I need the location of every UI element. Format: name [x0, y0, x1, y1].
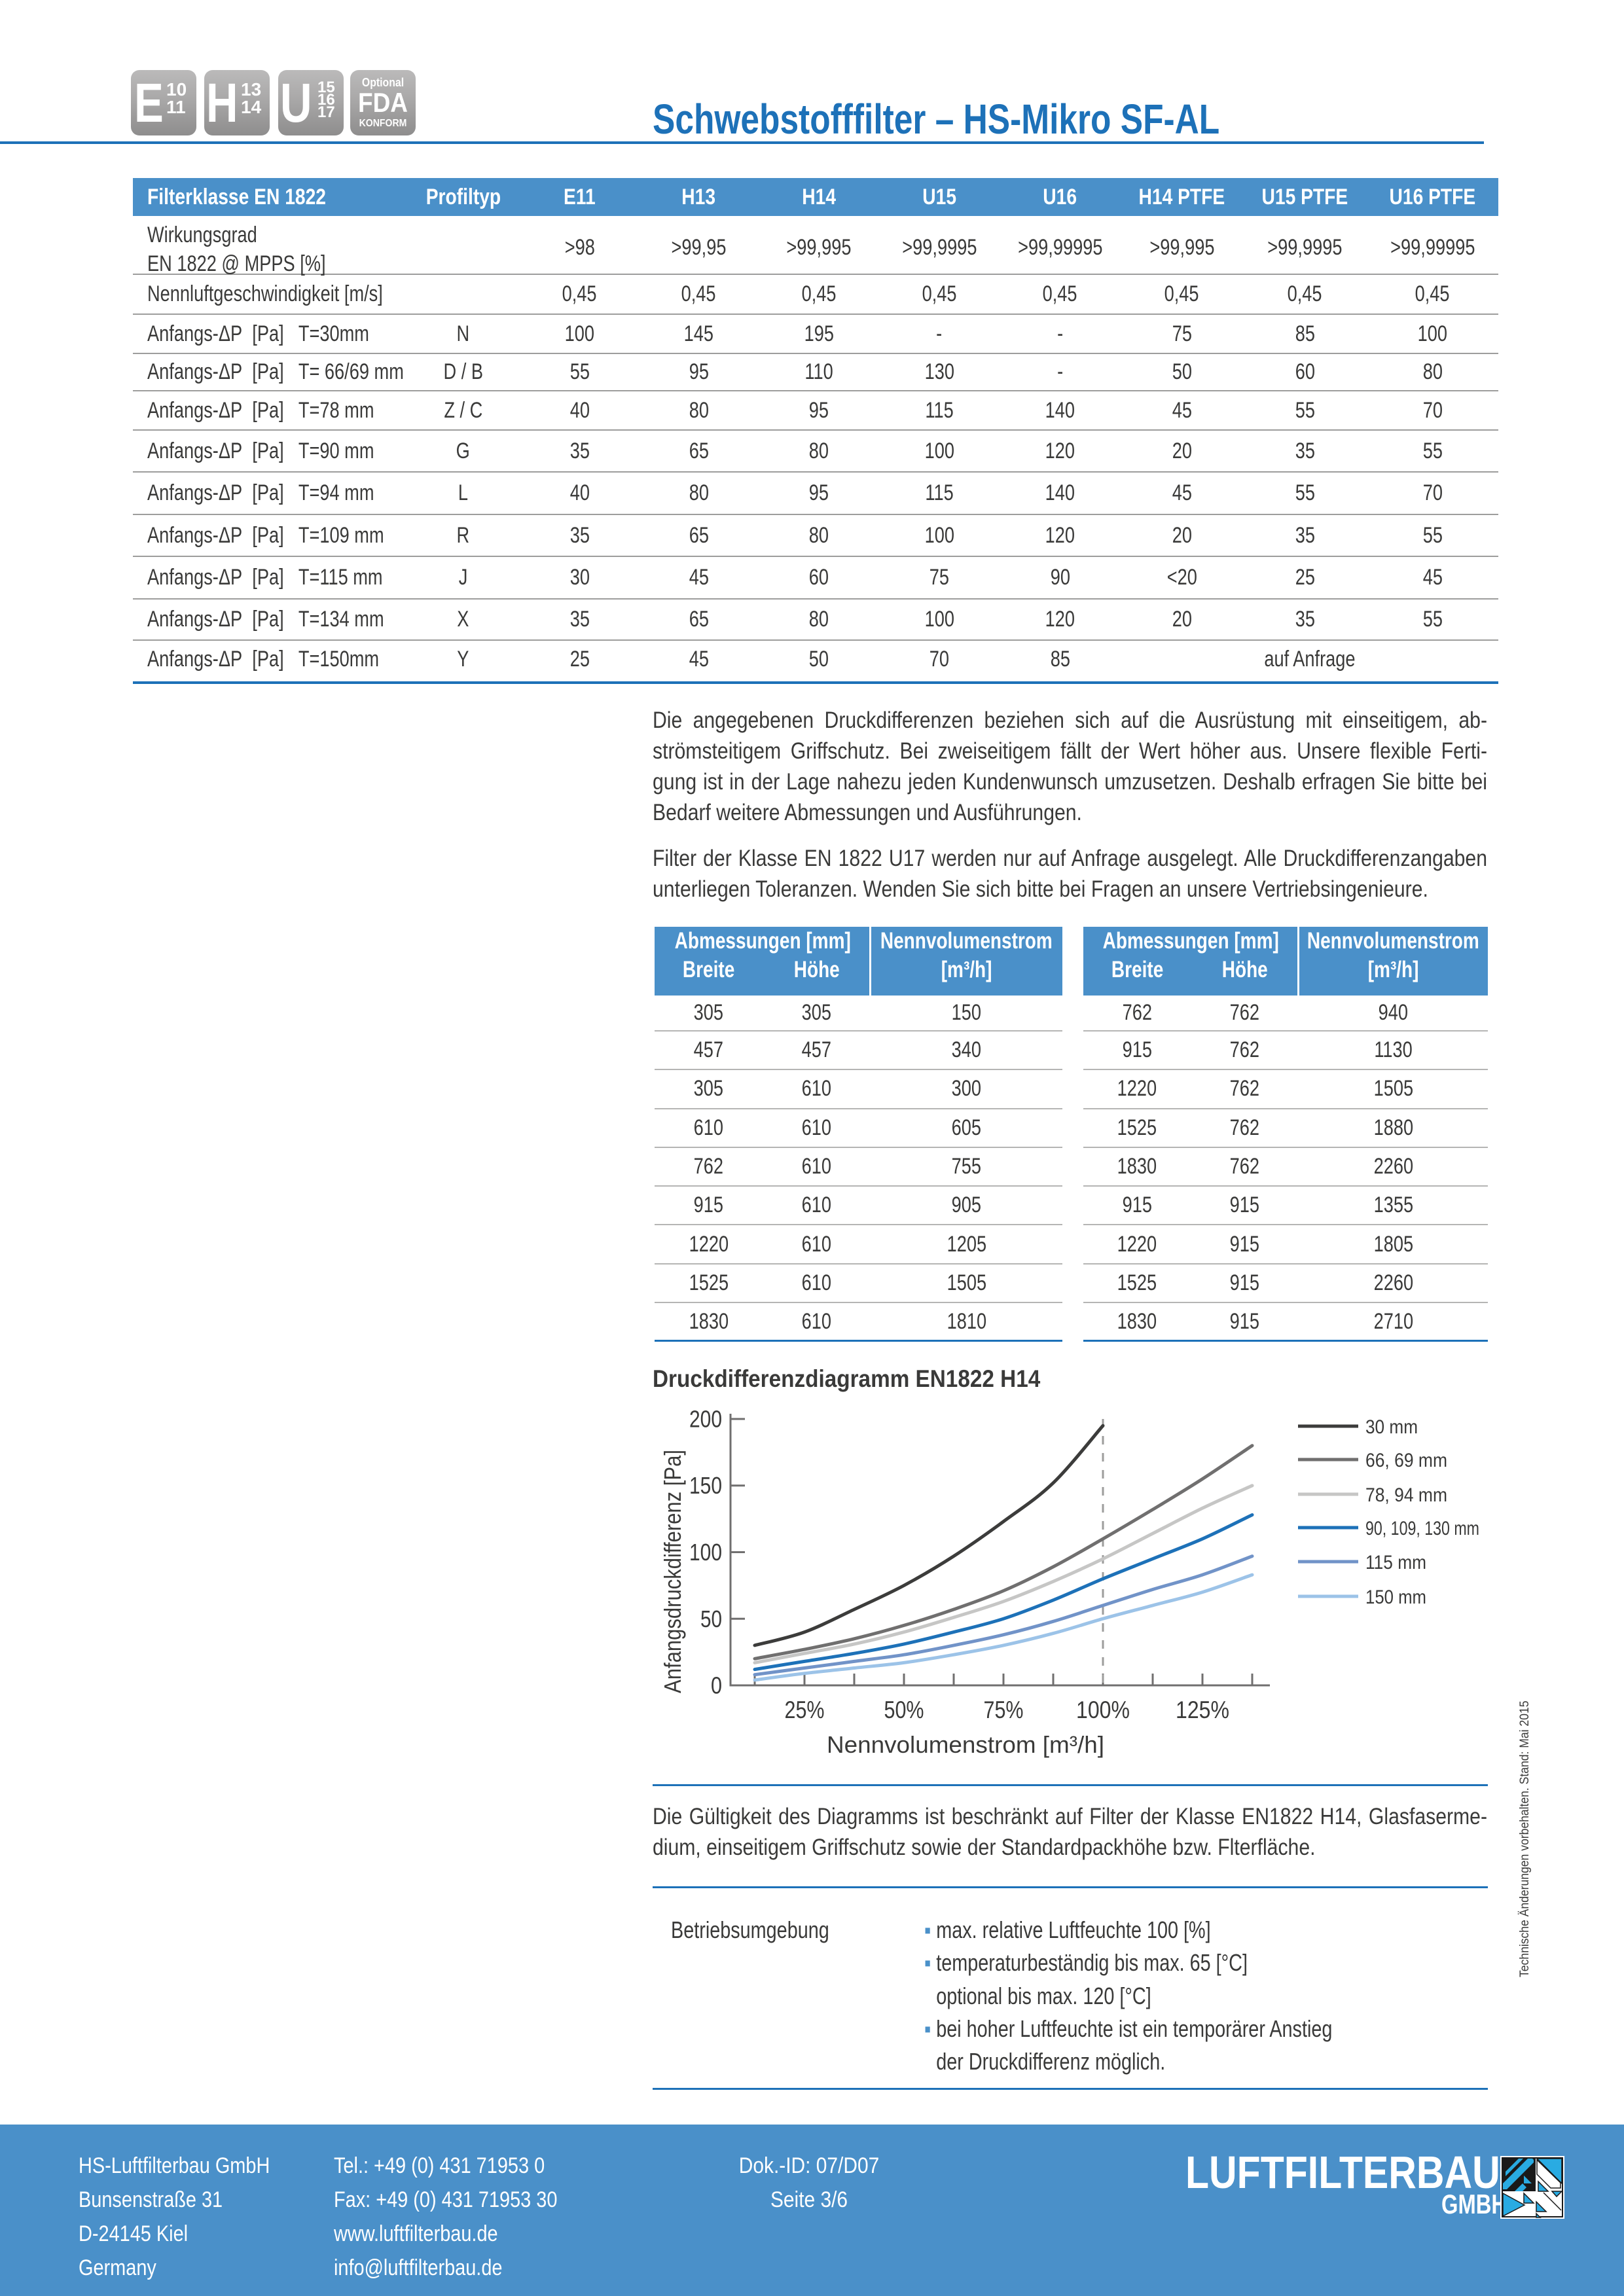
- svg-text:200: 200: [689, 1406, 722, 1433]
- svg-text:90, 109, 130 mm: 90, 109, 130 mm: [1365, 1518, 1479, 1539]
- svg-text:150 mm: 150 mm: [1365, 1587, 1426, 1608]
- svg-text:0: 0: [711, 1672, 722, 1699]
- svg-text:125%: 125%: [1176, 1696, 1229, 1723]
- svg-text:100: 100: [689, 1539, 722, 1566]
- svg-text:66, 69 mm: 66, 69 mm: [1365, 1450, 1447, 1471]
- svg-text:50%: 50%: [884, 1696, 924, 1723]
- svg-text:50: 50: [700, 1605, 722, 1632]
- svg-text:78, 94 mm: 78, 94 mm: [1365, 1484, 1447, 1506]
- svg-text:115 mm: 115 mm: [1365, 1552, 1426, 1573]
- svg-text:75%: 75%: [984, 1696, 1024, 1723]
- svg-text:Anfangsdruckdifferenz [Pa]: Anfangsdruckdifferenz [Pa]: [659, 1450, 686, 1693]
- svg-text:100%: 100%: [1076, 1696, 1130, 1723]
- svg-text:150: 150: [689, 1472, 722, 1499]
- svg-text:25%: 25%: [785, 1696, 825, 1723]
- svg-text:30 mm: 30 mm: [1365, 1416, 1418, 1438]
- svg-text:Nennvolumenstrom [m³/h]: Nennvolumenstrom [m³/h]: [827, 1731, 1104, 1758]
